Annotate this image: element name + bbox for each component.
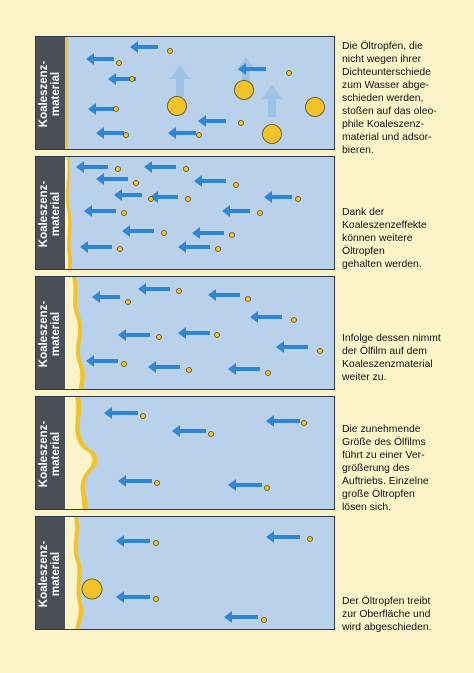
stage-panel-5: Koaleszenz-material	[35, 516, 335, 630]
stage-panel-1: Koaleszenz-material	[35, 36, 335, 150]
stage-illustration-4	[65, 397, 307, 509]
coalescer-label: Koaleszenz-material	[38, 180, 62, 248]
flow-arrows	[76, 161, 292, 253]
stage-illustration-2	[65, 157, 301, 269]
coalescer-label: Koaleszenz-material	[38, 300, 62, 368]
coalescer-material: Koaleszenz-material	[36, 517, 65, 629]
oil-droplets	[115, 166, 301, 252]
coalescer-label: Koaleszenz-material	[38, 60, 62, 128]
caption-4: Die zunehmende Größe des Ölfilms führt z…	[342, 424, 429, 513]
coalescer-label: Koaleszenz-material	[38, 420, 62, 488]
caption-1: Die Öltropfen, die nicht wegen ihrer Dic…	[342, 41, 437, 156]
coalescer-material: Koaleszenz-material	[36, 37, 65, 149]
stage-panel-3: Koaleszenz-material	[35, 276, 335, 390]
buoyancy-arrows	[170, 57, 282, 117]
oil-droplets	[153, 536, 313, 623]
coalescer-material: Koaleszenz-material	[36, 277, 65, 389]
stage-illustration-1	[65, 37, 325, 149]
oil-droplets	[140, 413, 307, 491]
coalescer-material: Koaleszenz-material	[36, 157, 65, 269]
large-oil-droplet	[81, 578, 103, 600]
coalescer-label: Koaleszenz-material	[38, 540, 62, 608]
caption-3: Infolge dessen nimmt der Ölfilm auf dem …	[342, 333, 441, 383]
coalescer-material: Koaleszenz-material	[36, 397, 65, 509]
stage-panel-4: Koaleszenz-material	[35, 396, 335, 510]
caption-2: Dank der Koaleszenzeffekte können weiter…	[342, 207, 427, 270]
oil-droplets	[113, 48, 325, 144]
stage-illustration-5	[65, 517, 313, 629]
stage-panel-2: Koaleszenz-material	[35, 156, 335, 270]
oil-droplets	[121, 288, 323, 376]
flow-arrows	[116, 531, 300, 623]
flow-arrows	[86, 283, 308, 375]
caption-5: Der Öltropfen treibt zur Oberfläche und …	[342, 596, 432, 633]
flow-arrows	[86, 41, 266, 139]
flow-arrows	[104, 407, 300, 491]
stage-illustration-3	[65, 277, 323, 389]
